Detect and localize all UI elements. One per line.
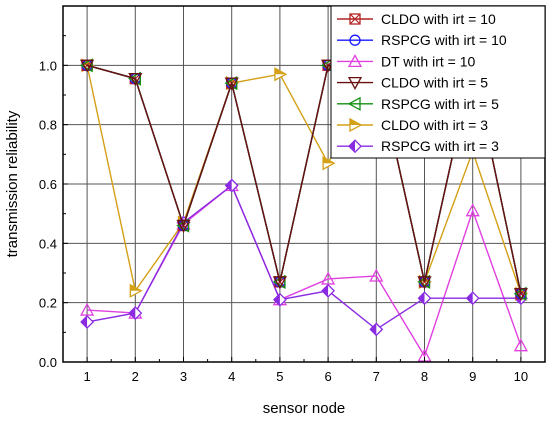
data-point — [465, 291, 480, 306]
data-point — [224, 77, 239, 91]
data-point — [417, 276, 432, 290]
data-point — [274, 67, 288, 82]
legend-swatch-marker — [349, 34, 361, 46]
series-line — [86, 184, 521, 331]
x-tick-label: 10 — [514, 369, 528, 384]
x-tick-label: 5 — [276, 369, 283, 384]
legend-swatch-marker — [349, 13, 361, 25]
legend-swatch-marker — [347, 54, 363, 68]
y-tick-label: 0.4 — [39, 236, 57, 251]
x-tick-label: 4 — [228, 369, 235, 384]
data-point — [224, 178, 239, 193]
legend-label: RSPCG with irt = 3 — [381, 138, 499, 154]
legend-label: CLDO with irt = 5 — [381, 75, 488, 91]
data-point — [176, 219, 191, 233]
ticks: 1 2 3 4 5 6 7 8 9 10 0.0 0.2 0.4 0.6 0.8 1.0 — [39, 35, 528, 384]
x-tick-label: 2 — [132, 369, 139, 384]
data-point — [369, 268, 384, 282]
legend-label: RSPCG with irt = 10 — [381, 32, 507, 48]
legend-item: CLDO with irt = 10 — [337, 11, 496, 27]
series-line — [86, 64, 522, 294]
data-point — [80, 59, 95, 73]
legend-item: RSPCG with irt = 3 — [337, 138, 499, 154]
data-point — [321, 283, 336, 298]
series-line — [86, 63, 522, 294]
legend-label: CLDO with irt = 10 — [381, 11, 496, 27]
data-point — [369, 322, 384, 337]
data-point — [322, 156, 336, 171]
x-tick-label: 9 — [469, 369, 476, 384]
legend-item: DT with irt = 10 — [337, 53, 475, 69]
legend-swatch-marker — [347, 96, 361, 111]
y-tick-label: 0.6 — [39, 177, 57, 192]
legend: CLDO with irt = 10 RSPCG with irt = 10 DT … — [330, 5, 546, 159]
legend-swatch-marker — [349, 117, 363, 133]
x-tick-label: 7 — [373, 369, 380, 384]
data-point — [272, 276, 287, 290]
y-tick-label: 1.0 — [39, 58, 57, 73]
data-point — [465, 203, 480, 217]
y-tick-label: 0.0 — [39, 355, 57, 370]
x-axis-title: sensor node — [263, 400, 346, 417]
data-point — [128, 73, 143, 87]
data-point — [128, 306, 143, 320]
x-tick-label: 8 — [421, 369, 428, 384]
data-point — [129, 283, 143, 298]
y-axis-title: transmission reliability — [4, 110, 21, 257]
legend-label: RSPCG with irt = 5 — [381, 96, 499, 112]
y-tick-label: 0.8 — [39, 118, 57, 133]
legend-item: RSPCG with irt = 5 — [337, 96, 499, 112]
legend-item: CLDO with irt = 3 — [337, 117, 488, 133]
legend-item: RSPCG with irt = 10 — [337, 32, 507, 48]
legend-item: CLDO with irt = 5 — [337, 75, 488, 91]
data-point — [513, 288, 528, 302]
legend-label: DT with irt = 10 — [381, 53, 475, 69]
x-tick-label: 3 — [180, 369, 187, 384]
legend-label: CLDO with irt = 3 — [381, 117, 488, 133]
data-point — [417, 291, 432, 306]
x-tick-label: 6 — [324, 369, 331, 384]
data-point — [513, 338, 528, 352]
legend-swatch-marker — [347, 76, 363, 90]
data-point — [79, 58, 93, 73]
data-point — [127, 71, 141, 86]
y-tick-label: 0.2 — [39, 296, 57, 311]
legend-swatch-marker — [348, 139, 362, 154]
x-tick-label: 1 — [83, 369, 90, 384]
data-point — [272, 292, 287, 307]
data-point — [80, 315, 95, 329]
